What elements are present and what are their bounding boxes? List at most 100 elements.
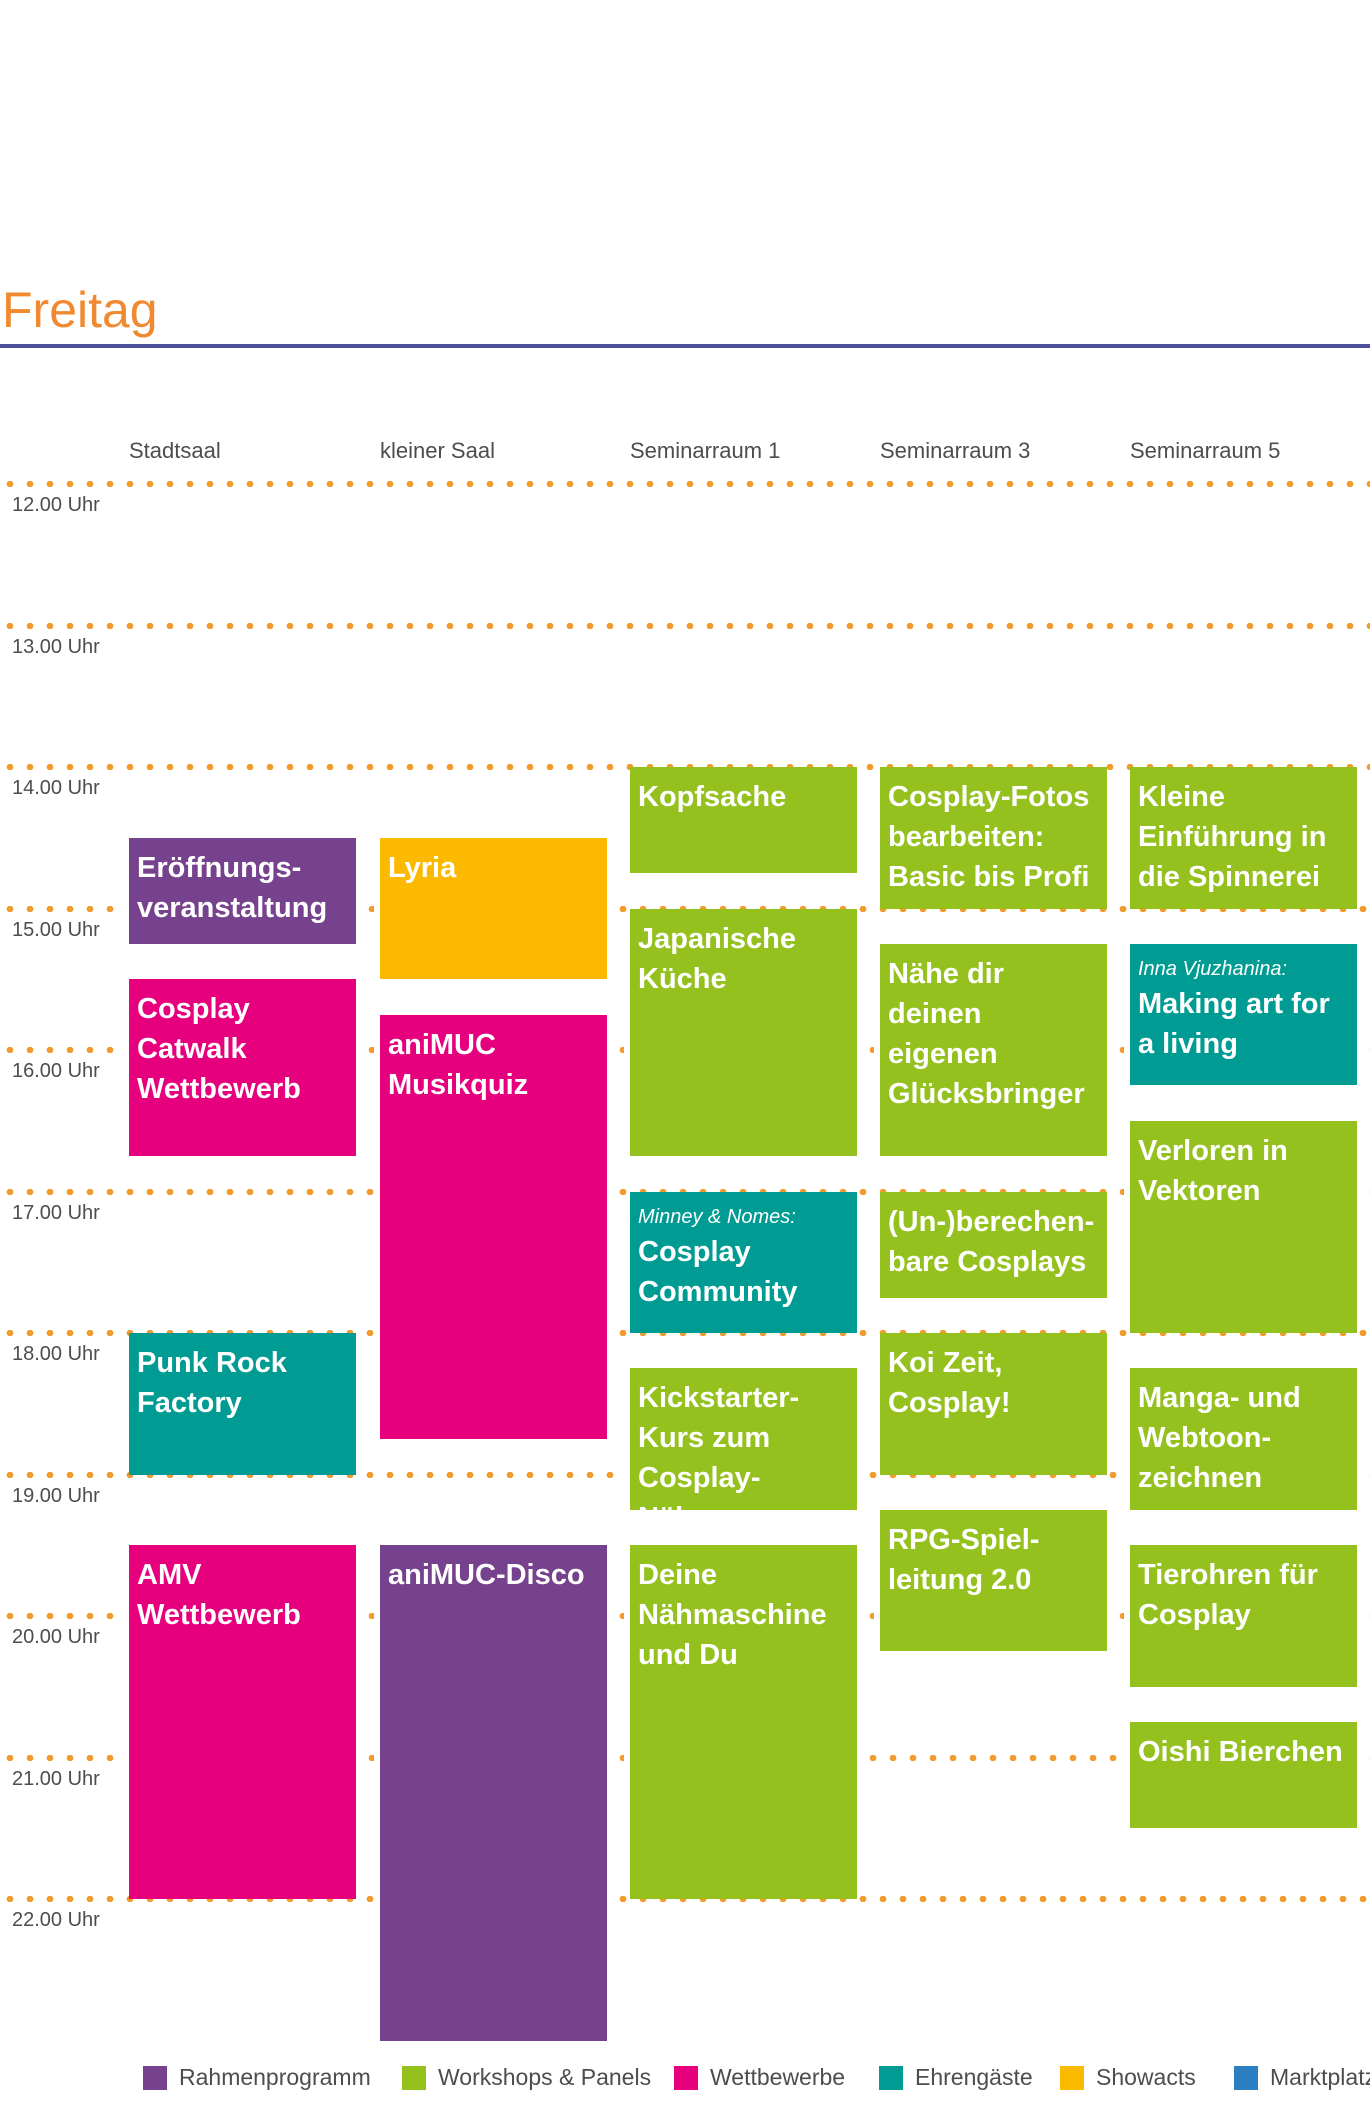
hour-gridline: [613, 1188, 1124, 1195]
legend-swatch: [879, 2065, 903, 2090]
legend-item: Showacts: [1060, 2064, 1196, 2091]
event-block[interactable]: Oishi Bierchen: [1130, 1722, 1357, 1829]
event-block[interactable]: AMV Wettbewerb: [129, 1545, 356, 1899]
hour-gridline: [1363, 1471, 1370, 1478]
legend-swatch: [402, 2065, 426, 2090]
time-label: 12.00 Uhr: [12, 494, 100, 516]
hour-gridline: [1113, 1613, 1124, 1619]
legend-item: Rahmenprogramm: [143, 2064, 371, 2091]
time-label: 15.00 Uhr: [12, 918, 100, 941]
legend-item: Workshops & Panels: [402, 2064, 651, 2091]
legend-item: Ehrengäste: [879, 2064, 1033, 2091]
hour-gridline: [0, 1613, 123, 1619]
event-title: Cosplay Catwalk Wettbewerb: [137, 993, 301, 1106]
event-title: (Un-)berechen- bare Cosplays: [888, 1205, 1095, 1278]
event-speaker: Inna Vjuzhanina:: [1138, 957, 1288, 980]
event-block[interactable]: Manga- und Webtoon- zeichnen: [1130, 1368, 1357, 1510]
event-title: Verloren in Vektoren: [1138, 1134, 1288, 1207]
hour-gridline: [0, 1471, 624, 1478]
hour-gridline: [1113, 1047, 1124, 1053]
legend-label: Ehrengäste: [915, 2064, 1033, 2090]
event-title: aniMUC-Disco: [388, 1559, 585, 1592]
legend-item: Wettbewerbe: [674, 2064, 845, 2091]
event-block[interactable]: Cosplay-Fotos bearbeiten: Basic bis Prof…: [880, 767, 1107, 909]
event-title: Cosplay-Fotos bearbeiten: Basic bis Prof…: [888, 781, 1090, 893]
event-title: aniMUC Musikquiz: [388, 1028, 529, 1101]
hour-gridline: [362, 1047, 374, 1053]
hour-gridline: [0, 481, 1370, 487]
legend-label: Marktplatz: [1270, 2064, 1370, 2090]
hour-gridline: [0, 1047, 123, 1053]
event-title: RPG-Spiel- leitung 2.0: [888, 1523, 1040, 1596]
event-block[interactable]: aniMUC-Disco: [380, 1545, 607, 2041]
event-title: Lyria: [388, 851, 457, 884]
hour-gridline: [362, 1754, 374, 1761]
time-label: 21.00 Uhr: [12, 1767, 100, 1790]
event-block[interactable]: Punk Rock Factory: [129, 1333, 356, 1475]
event-block[interactable]: Verloren in Vektoren: [1130, 1120, 1357, 1333]
hour-gridline: [613, 1754, 624, 1761]
room-header: Stadtsaal: [129, 438, 221, 463]
hour-gridline: [1363, 1188, 1370, 1195]
event-title: Making art for a living: [1138, 987, 1330, 1060]
event-block[interactable]: Eröffnungs- veranstaltung: [129, 837, 356, 944]
event-block[interactable]: Deine Nähmaschine und Du: [630, 1545, 857, 1899]
event-title: AMV Wettbewerb: [137, 1559, 301, 1632]
title-divider: [0, 344, 1370, 348]
hour-gridline: [0, 1896, 374, 1902]
legend-swatch: [1234, 2065, 1258, 2090]
event-title: Kickstarter- Kurs zum Cosplay-Nähen: [638, 1382, 800, 1510]
time-label: 13.00 Uhr: [12, 635, 100, 658]
event-title: Cosplay Community: [638, 1235, 798, 1308]
hour-gridline: [863, 1754, 1124, 1761]
room-header: Seminarraum 5: [1130, 438, 1281, 463]
legend-swatch: [674, 2065, 698, 2090]
hour-gridline: [0, 905, 123, 912]
event-title: Manga- und Webtoon- zeichnen: [1138, 1382, 1301, 1495]
hour-gridline: [1363, 1613, 1370, 1619]
event-block[interactable]: Nähe dir deinen eigenen Glücksbringer: [880, 943, 1107, 1157]
event-speaker: Minney & Nomes:: [638, 1205, 796, 1228]
event-block[interactable]: Cosplay Catwalk Wettbewerb: [129, 979, 356, 1157]
event-title: Kleine Einführung in die Spinnerei: [1138, 781, 1327, 893]
time-label: 18.00 Uhr: [12, 1343, 100, 1365]
event-title: Kopfsache: [638, 781, 787, 813]
hour-gridline: [863, 1047, 874, 1053]
time-label: 22.00 Uhr: [12, 1909, 100, 1931]
event-block[interactable]: Inna Vjuzhanina: Making art for a living: [1130, 943, 1357, 1086]
hour-gridline: [0, 622, 1370, 629]
event-title: Punk Rock Factory: [137, 1347, 287, 1419]
hour-gridline: [1363, 1047, 1370, 1053]
event-block[interactable]: Lyria: [380, 837, 607, 980]
event-title: Koi Zeit, Cosplay!: [888, 1347, 1011, 1419]
hour-gridline: [362, 905, 374, 912]
event-title: Oishi Bierchen: [1138, 1736, 1343, 1769]
event-block[interactable]: Koi Zeit, Cosplay!: [880, 1333, 1107, 1475]
time-label: 20.00 Uhr: [12, 1626, 100, 1648]
room-header: kleiner Saal: [380, 438, 495, 463]
event-block[interactable]: Minney & Nomes: Cosplay Community: [630, 1191, 857, 1333]
hour-gridline: [0, 1188, 374, 1195]
hour-gridline: [863, 1471, 1124, 1478]
legend-label: Rahmenprogramm: [179, 2064, 371, 2090]
event-block[interactable]: aniMUC Musikquiz: [380, 1014, 607, 1440]
event-block[interactable]: RPG-Spiel- leitung 2.0: [880, 1509, 1107, 1652]
hour-gridline: [613, 1613, 624, 1619]
hour-gridline: [0, 1754, 123, 1761]
hour-gridline: [613, 1896, 1370, 1902]
event-block[interactable]: (Un-)berechen- bare Cosplays: [880, 1191, 1107, 1298]
hour-gridline: [863, 1613, 874, 1619]
time-label: 14.00 Uhr: [12, 777, 100, 799]
event-title: Eröffnungs- veranstaltung: [137, 851, 328, 924]
hour-gridline: [613, 1047, 624, 1053]
room-header: Seminarraum 3: [880, 438, 1031, 463]
legend-item: Marktplatz: [1234, 2064, 1370, 2091]
event-title: Japanische Küche: [638, 922, 796, 995]
time-label: 16.00 Uhr: [12, 1060, 100, 1082]
event-block[interactable]: Kickstarter- Kurs zum Cosplay-Nähen: [630, 1368, 857, 1510]
event-block[interactable]: Kleine Einführung in die Spinnerei: [1130, 767, 1357, 909]
event-block[interactable]: Kopfsache: [630, 767, 857, 874]
event-block[interactable]: Tierohren für Cosplay: [1130, 1545, 1357, 1687]
event-block[interactable]: Japanische Küche: [630, 908, 857, 1157]
